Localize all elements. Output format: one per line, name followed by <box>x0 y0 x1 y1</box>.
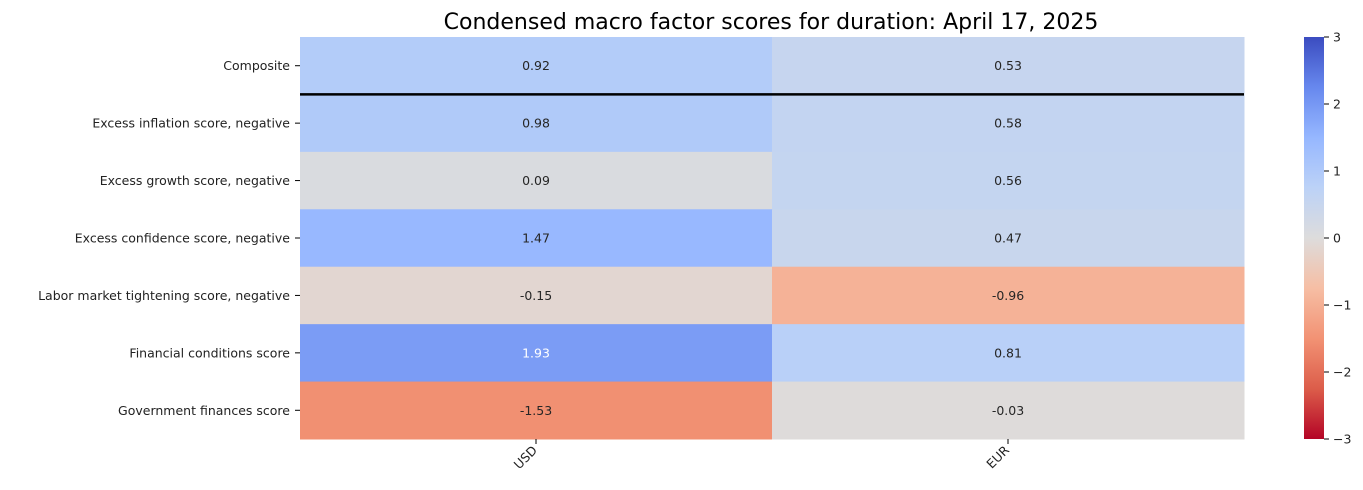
row-labels: Composite Excess inflation score, negativ… <box>38 58 300 418</box>
column-label: USD <box>511 443 540 472</box>
row-label: Excess confidence score, negative <box>75 231 291 246</box>
heatmap-cell <box>300 209 773 268</box>
cell-value-label: 0.09 <box>522 173 550 188</box>
row-label: Labor market tightening score, negative <box>38 288 290 303</box>
cell-value-label: 1.47 <box>522 231 550 246</box>
heatmap-cells: 0.92 0.53 0.98 0.58 0.09 0.56 1.47 0.47 -0.15 -0.… <box>300 37 1245 440</box>
row-label: Excess growth score, negative <box>100 173 291 188</box>
row-label: Financial conditions score <box>129 345 290 360</box>
cell-value-label: 1.93 <box>522 345 550 360</box>
heatmap-cell <box>772 151 1245 210</box>
column-label: EUR <box>983 442 1012 471</box>
heatmap-cell <box>772 324 1245 383</box>
cell-value-label: 0.81 <box>994 345 1022 360</box>
colorbar-tick-label: −2 <box>1333 365 1351 380</box>
heatmap-cell <box>300 266 773 325</box>
heatmap-cell <box>300 151 773 210</box>
colorbar-tick-label: 3 <box>1333 30 1341 45</box>
heatmap-cell <box>300 381 773 440</box>
cell-value-label: 0.58 <box>994 116 1022 131</box>
cell-value-label: 0.92 <box>522 58 550 73</box>
heatmap-cell <box>300 324 773 383</box>
cell-value-label: 0.98 <box>522 116 550 131</box>
column-labels: USD EUR <box>511 439 1012 472</box>
row-label: Composite <box>223 58 290 73</box>
colorbar-tick-label: −3 <box>1333 432 1351 447</box>
colorbar <box>1304 37 1324 439</box>
colorbar-tick-label: 0 <box>1333 231 1341 246</box>
heatmap-cell <box>772 209 1245 268</box>
heatmap-cell <box>772 37 1245 95</box>
heatmap-cell <box>772 381 1245 440</box>
cell-value-label: 0.53 <box>994 58 1022 73</box>
colorbar-tick-label: −1 <box>1333 298 1351 313</box>
heatmap-cell <box>772 266 1245 325</box>
row-label: Government finances score <box>118 403 290 418</box>
cell-value-label: -0.96 <box>992 288 1024 303</box>
cell-value-label: -0.03 <box>992 403 1024 418</box>
cell-value-label: -0.15 <box>520 288 552 303</box>
cell-value-label: 0.56 <box>994 173 1022 188</box>
colorbar-tick-label: 1 <box>1333 164 1341 179</box>
colorbar-tick-label: 2 <box>1333 97 1341 112</box>
row-label: Excess inflation score, negative <box>92 116 290 131</box>
colorbar-ticks: 3 2 1 0 −1 −2 −3 <box>1324 30 1351 447</box>
heatmap-cell <box>772 94 1245 153</box>
heatmap-cell <box>300 94 773 153</box>
cell-value-label: 0.47 <box>994 231 1022 246</box>
chart-title: Condensed macro factor scores for durati… <box>444 10 1099 35</box>
heatmap-cell <box>300 37 773 95</box>
cell-value-label: -1.53 <box>520 403 552 418</box>
